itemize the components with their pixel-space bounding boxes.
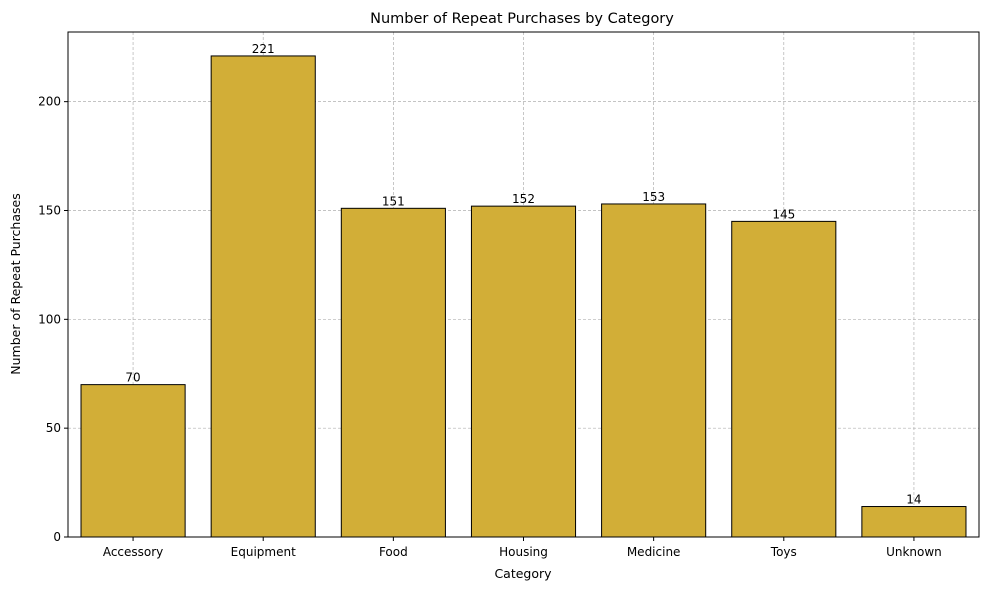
y-tick-label: 150 — [38, 203, 61, 217]
x-tick-label: Unknown — [886, 545, 942, 559]
bar-food — [340, 207, 446, 538]
bar-value-label: 151 — [382, 194, 405, 208]
y-tick-label: 200 — [38, 95, 61, 109]
bar-value-label: 153 — [642, 190, 665, 204]
bar-toys — [731, 220, 837, 538]
x-tick-label: Medicine — [627, 545, 681, 559]
y-axis-label: Number of Repeat Purchases — [8, 193, 23, 374]
bar-value-label: 70 — [125, 371, 140, 385]
data-labels: 70 221 151 152 153 145 14 — [125, 42, 921, 507]
bar-value-label: 145 — [772, 207, 795, 221]
x-tick-label: Accessory — [103, 545, 163, 559]
y-tick-label: 50 — [46, 421, 61, 435]
x-tick-label: Food — [379, 545, 408, 559]
bar-unknown — [861, 506, 967, 538]
x-tick-label: Housing — [499, 545, 548, 559]
bar-value-label: 14 — [906, 493, 921, 507]
bar-housing — [470, 205, 577, 538]
x-tick-label: Equipment — [231, 545, 296, 559]
bar-value-label: 152 — [512, 192, 535, 206]
bar-equipment — [210, 55, 316, 538]
y-tick-label: 100 — [38, 312, 61, 326]
bars — [80, 55, 967, 538]
bar-medicine — [601, 203, 707, 538]
bar-value-label: 221 — [252, 42, 275, 56]
ticks: 0 50 100 150 200 Accessory Equipment Food Housin… — [38, 95, 942, 559]
y-tick-label: 0 — [53, 530, 61, 544]
x-axis-label: Category — [494, 566, 552, 581]
bar-accessory — [80, 384, 186, 538]
chart-title: Number of Repeat Purchases by Category — [370, 11, 674, 27]
x-tick-label: Toys — [770, 545, 797, 559]
